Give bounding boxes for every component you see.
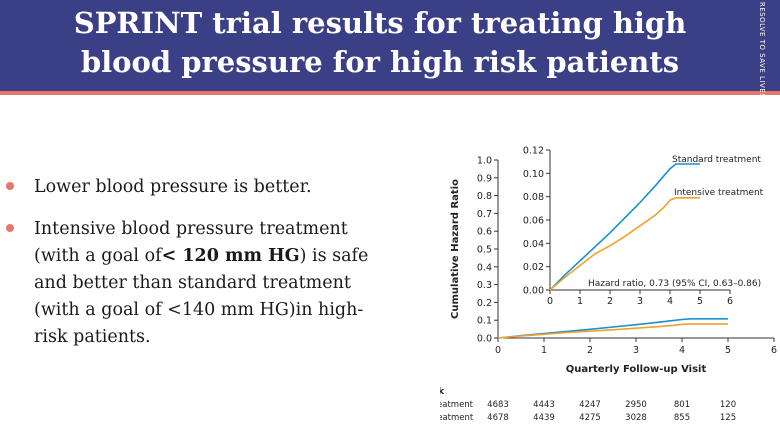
inset-x-tick-label: 4 <box>667 296 673 307</box>
hazard-chart-svg: 0.0 0.1 0.2 0.3 0.4 0.5 0.6 0.7 0.8 0.9 1.0 0 1 2 3 4 5 6… <box>440 146 777 424</box>
bullet-dot <box>6 224 14 232</box>
main-x-tick-label: 1 <box>541 345 547 356</box>
risk-table-value: 855 <box>674 413 690 423</box>
bullet-text: Lower blood pressure is better. <box>34 177 312 197</box>
risk-table-title-text: No. at Risk <box>440 387 445 397</box>
risk-table-value: 4247 <box>579 400 601 410</box>
main-series-intensive-treatment <box>497 323 728 339</box>
main-y-tick-label: 1.0 <box>477 156 492 167</box>
main-y-tick-label: 0.3 <box>477 280 492 291</box>
inset-x-tick-label: 0 <box>547 296 553 307</box>
inset-series-standard-treatment <box>549 163 700 291</box>
watermark: RESOLVE TO SAVE LIVES <box>748 2 776 98</box>
inset-x-tick-label: 3 <box>637 296 643 307</box>
inset-x-tick-label: 6 <box>727 296 733 307</box>
main-x-tick-label: 4 <box>679 345 685 356</box>
inset-y-tick-label: 0.06 <box>523 216 544 227</box>
risk-table-value: 4275 <box>579 413 601 423</box>
inset-hazard-annotation: Hazard ratio, 0.73 (95% CI, 0.63–0.86) <box>588 279 761 289</box>
main-y-tick-label: 0.2 <box>477 298 492 309</box>
risk-table-value: 3028 <box>625 413 647 423</box>
inset-y-tick-label: 0.08 <box>523 192 544 203</box>
main-x-tick-label: 6 <box>771 345 777 356</box>
main-y-tick-label: 0.8 <box>477 191 492 202</box>
risk-table-row-label: Intensive treatment <box>440 413 474 423</box>
main-x-tick-label: 0 <box>495 345 501 356</box>
risk-table-row-label: Standard treatment <box>440 400 474 410</box>
watermark-text: RESOLVE TO SAVE LIVES <box>758 1 766 99</box>
main-y-tick-label: 0.5 <box>477 245 492 256</box>
hazard-chart: 0.0 0.1 0.2 0.3 0.4 0.5 0.6 0.7 0.8 0.9 1.0 0 1 2 3 4 5 6… <box>440 140 780 438</box>
bullet-text-end: ) is safe and better than standard treat… <box>34 246 369 347</box>
main-y-tick-label: 0.4 <box>477 262 492 273</box>
slide-title-line2: blood pressure for high risk patients <box>80 45 680 79</box>
bullet-text-start: Intensive blood pressure treatment (with… <box>34 219 348 266</box>
main-x-tick-label: 2 <box>587 345 593 356</box>
risk-table-value: 4443 <box>533 400 555 410</box>
inset-intensive-label: Intensive treatment <box>674 188 764 198</box>
main-y-tick-label: 0.7 <box>477 209 492 220</box>
risk-table-value: 801 <box>674 400 690 410</box>
bullet-item: Lower blood pressure is better. <box>6 174 391 201</box>
main-x-axis-label: Quarterly Follow-up Visit <box>566 364 707 375</box>
main-y-tick-label: 0.0 <box>477 334 492 345</box>
bullet-item: Intensive blood pressure treatment (with… <box>6 216 391 351</box>
inset-series-intensive-treatment <box>549 196 700 291</box>
main-x-tick-label: 5 <box>725 345 731 356</box>
bullet-dot <box>6 182 14 190</box>
main-y-tick-label: 0.6 <box>477 227 492 238</box>
risk-table-value: 125 <box>720 413 736 423</box>
header-accent-stripe <box>0 91 780 95</box>
inset-y-tick-label: 0.00 <box>523 286 544 297</box>
bullet-text-bold: < 120 mm HG <box>161 246 300 266</box>
inset-x-tick-label: 5 <box>697 296 703 307</box>
risk-table-value: 2950 <box>625 400 647 410</box>
risk-table-value: 4439 <box>533 413 555 423</box>
risk-table-value: 4683 <box>487 400 509 410</box>
main-y-tick-label: 0.1 <box>477 316 492 327</box>
slide-header <box>0 0 780 93</box>
inset-standard-label: Standard treatment <box>672 155 761 165</box>
slide-title-line1: SPRINT trial results for treating high <box>73 6 687 40</box>
slide-title: SPRINT trial results for treating high b… <box>30 4 730 82</box>
risk-table-value: 4678 <box>487 413 509 423</box>
inset-y-tick-label: 0.10 <box>523 169 544 180</box>
bullet-list: Lower blood pressure is better. Intensiv… <box>6 174 391 366</box>
risk-table-value: 120 <box>720 400 736 410</box>
main-y-tick-label: 0.9 <box>477 173 492 184</box>
main-y-axis-label: Cumulative Hazard Ratio <box>450 179 461 319</box>
inset-x-tick-label: 1 <box>577 296 583 307</box>
main-x-tick-label: 3 <box>633 345 639 356</box>
inset-y-tick-label: 0.02 <box>523 262 544 273</box>
inset-x-tick-label: 2 <box>607 296 613 307</box>
inset-y-tick-label: 0.12 <box>523 146 544 157</box>
inset-y-tick-label: 0.04 <box>523 239 544 250</box>
